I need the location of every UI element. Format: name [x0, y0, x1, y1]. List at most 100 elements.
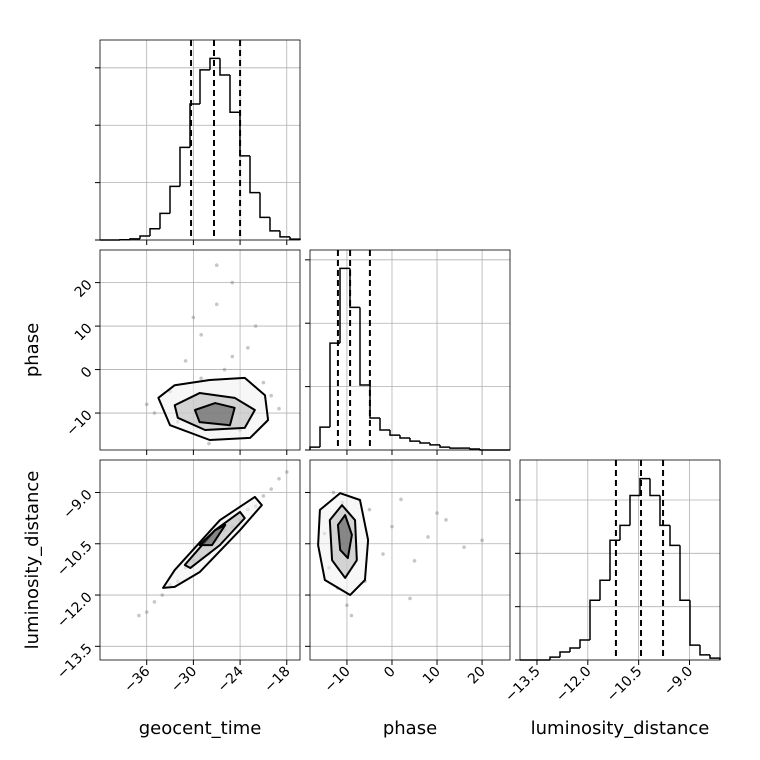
histogram-step: [319, 426, 330, 448]
sample-point: [331, 490, 336, 495]
histogram-step: [349, 268, 360, 309]
histogram-step: [359, 307, 370, 386]
histogram-step: [589, 599, 600, 640]
histogram-step: [199, 69, 210, 104]
sample-point: [367, 507, 372, 512]
sample-point: [214, 302, 219, 307]
sample-point: [261, 380, 266, 385]
y-tick-label: 0: [78, 364, 96, 382]
histogram-step: [159, 212, 170, 229]
panel-frame: [99, 39, 301, 241]
y-tick-label: −12.0: [54, 589, 96, 631]
x-axis-label: geocent_time: [139, 718, 262, 739]
histogram-step: [449, 447, 460, 449]
histogram-step: [329, 342, 340, 428]
y-tick-label: 10: [72, 320, 96, 344]
sample-point: [144, 610, 149, 614]
histogram-step: [549, 656, 560, 660]
sample-point: [462, 545, 466, 549]
x-axis-label: phase: [383, 718, 437, 739]
histogram-step: [149, 228, 160, 236]
histogram-step: [249, 155, 260, 194]
sample-point: [230, 280, 235, 285]
sample-point: [152, 411, 157, 415]
sample-point: [261, 494, 266, 498]
x-tick-label: 10: [420, 664, 444, 688]
sample-point: [269, 487, 274, 491]
y-tick-label: −9.0: [60, 487, 95, 522]
histogram-step: [599, 579, 610, 601]
y-tick-label: 20: [72, 277, 96, 301]
y-tick-label: −10: [63, 407, 95, 439]
histogram-step: [229, 75, 240, 114]
sample-point: [345, 603, 349, 608]
sample-point: [214, 263, 219, 268]
histogram-step: [399, 435, 410, 439]
histogram-step: [639, 477, 650, 496]
x-tick-label: −12.0: [553, 664, 595, 706]
histogram-step: [649, 478, 660, 497]
sample-point: [199, 332, 203, 337]
sample-point: [412, 559, 417, 563]
histogram-step: [219, 58, 230, 76]
panel-frame: [309, 249, 511, 451]
sample-point: [230, 354, 235, 359]
sample-point: [253, 324, 258, 328]
sample-point: [349, 613, 354, 618]
histogram-step: [669, 525, 680, 547]
sample-point: [435, 511, 439, 515]
histogram-step: [709, 654, 721, 660]
sample-point: [381, 552, 385, 556]
histogram-step: [569, 647, 580, 652]
histogram-step: [269, 217, 280, 232]
contour: [193, 402, 236, 427]
contour: [198, 523, 227, 547]
sample-point: [480, 538, 484, 543]
histogram-step: [279, 230, 290, 238]
histogram-step: [629, 494, 640, 526]
x-tick-label: 0: [381, 664, 399, 682]
sample-point: [160, 593, 165, 597]
histogram-step: [309, 446, 320, 450]
x-tick-label: −13.5: [502, 664, 544, 706]
x-tick-label: −18: [261, 664, 293, 696]
histogram-step: [139, 235, 150, 239]
histogram-step: [659, 495, 670, 527]
sample-point: [390, 524, 394, 529]
histogram-step: [419, 441, 430, 444]
histogram-step: [179, 146, 190, 187]
sample-point: [277, 406, 281, 411]
histogram-step: [679, 545, 690, 602]
sample-point: [152, 600, 157, 604]
x-tick-label: −24: [215, 663, 247, 695]
sample-point: [277, 477, 281, 481]
histogram-step: [579, 639, 590, 648]
panel-frame: [99, 249, 301, 451]
panel-frame: [519, 459, 721, 661]
x-axis-label: luminosity_distance: [531, 718, 710, 739]
sample-point: [408, 596, 412, 601]
x-tick-label: 20: [465, 664, 489, 688]
sample-point: [222, 367, 227, 372]
sample-point: [269, 393, 274, 398]
y-axis-label: phase: [22, 323, 43, 377]
sample-point: [191, 315, 196, 320]
sample-point: [246, 346, 250, 350]
x-tick-label: −36: [121, 663, 153, 695]
contour: [336, 514, 353, 560]
y-tick-label: −10.5: [54, 538, 96, 580]
sample-point: [444, 518, 448, 522]
histogram-step: [369, 385, 380, 419]
sample-point: [199, 376, 203, 381]
histogram-step: [409, 437, 420, 442]
histogram-step: [429, 443, 440, 446]
histogram-step: [559, 651, 570, 658]
histogram-step: [469, 448, 480, 450]
sample-point: [207, 441, 211, 446]
histogram-step: [289, 236, 301, 240]
y-axis-label: luminosity_distance: [22, 471, 43, 650]
sample-point: [426, 535, 430, 539]
histogram-step: [389, 430, 400, 436]
histogram-step: [239, 112, 250, 157]
